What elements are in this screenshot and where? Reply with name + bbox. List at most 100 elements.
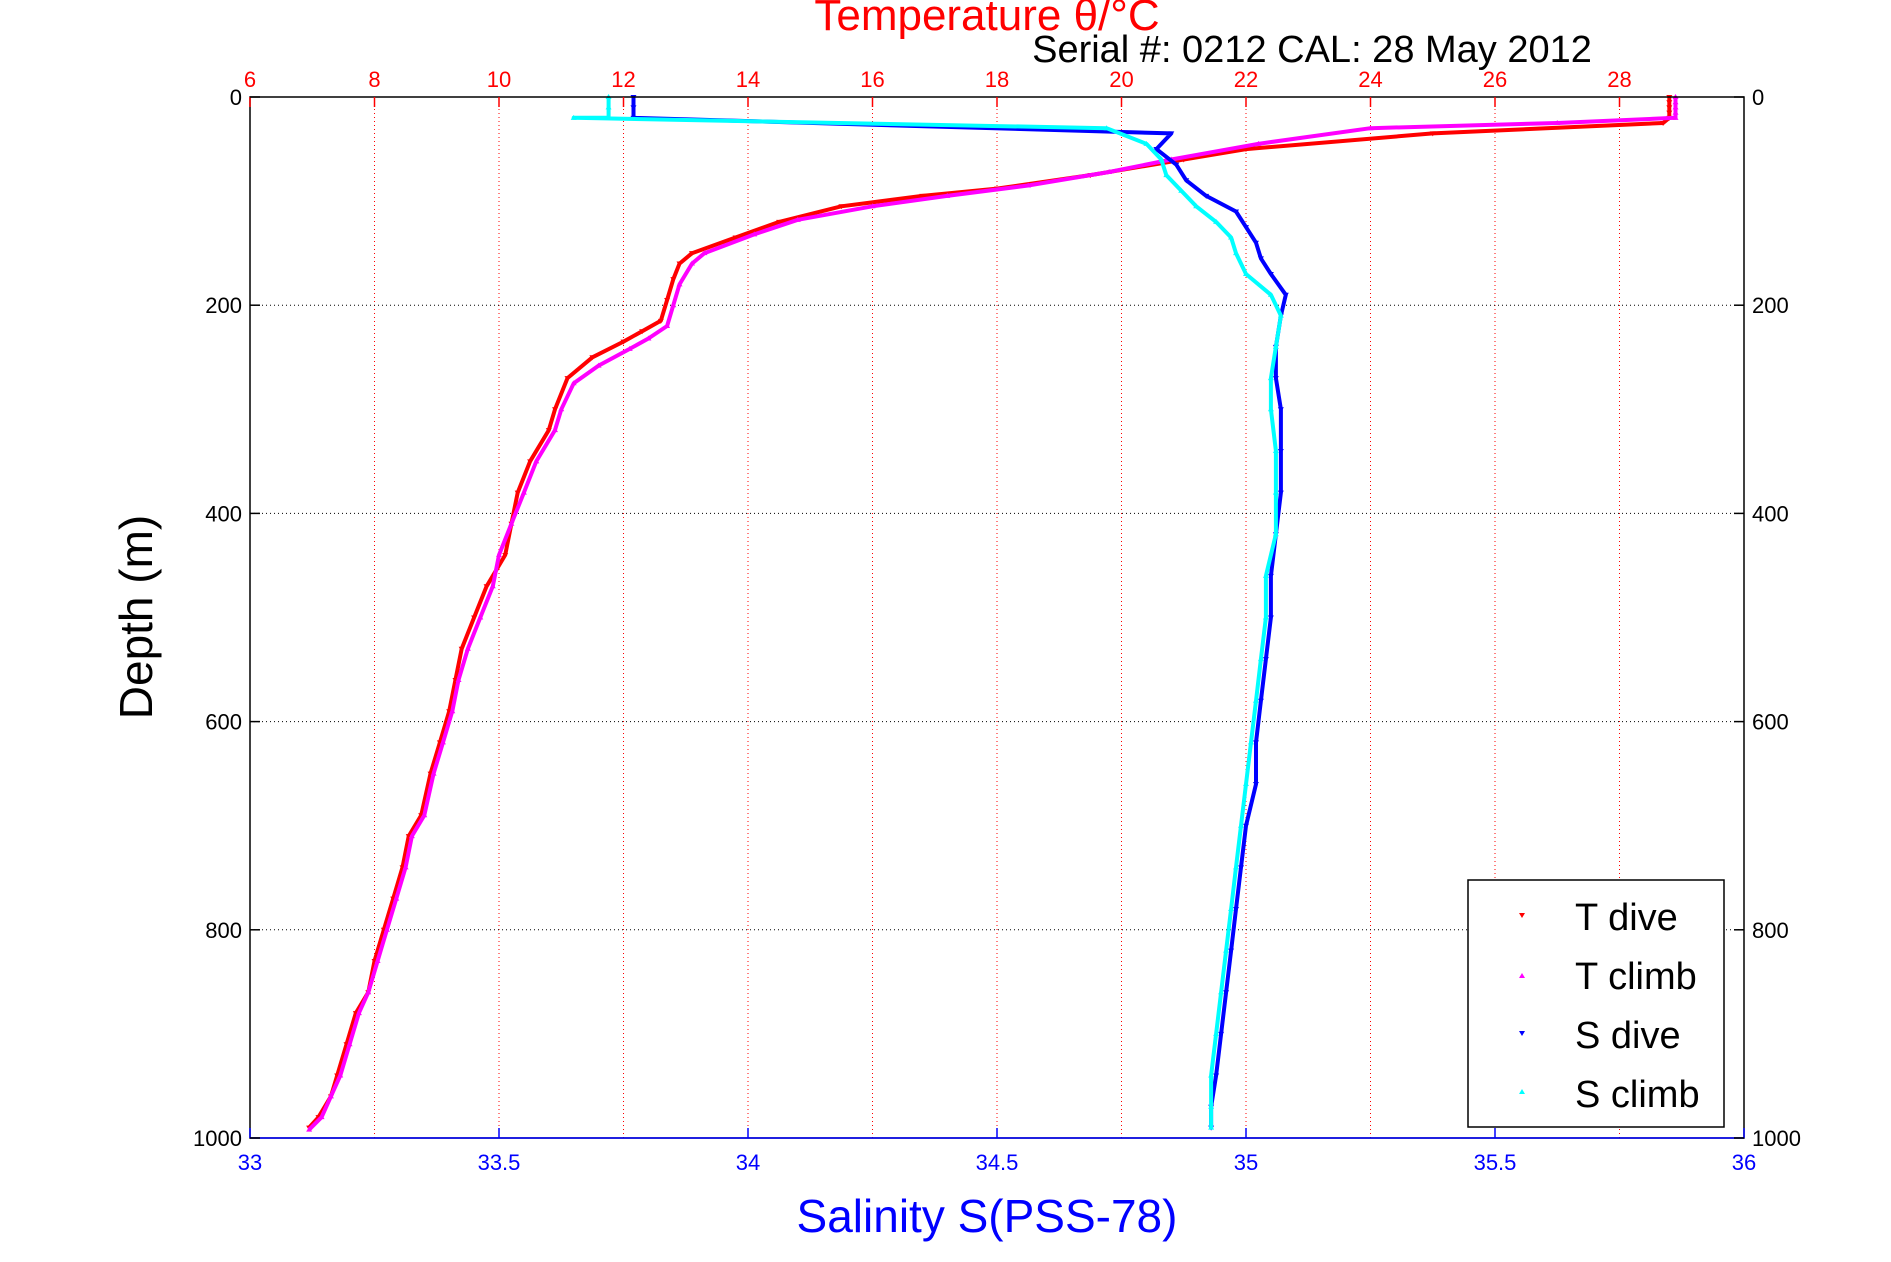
point-t-climb-16 — [688, 260, 695, 266]
point-s-dive-9 — [1243, 225, 1249, 231]
data-series — [306, 94, 1679, 1132]
x-axis-label-salinity: Salinity S(PSS-78) — [797, 1190, 1178, 1242]
series-s-climb — [570, 94, 1284, 1130]
point-s-climb-29 — [1233, 864, 1240, 870]
point-t-climb-47 — [327, 1093, 334, 1099]
point-s-climb-21 — [1272, 531, 1279, 537]
point-s-dive-28 — [1238, 865, 1245, 871]
depth-tick-label-left-4: 800 — [205, 918, 242, 943]
salinity-tick-label-6: 36 — [1732, 1150, 1756, 1175]
depth-tick-label-right-2: 400 — [1752, 501, 1789, 526]
series-line-s-dive — [631, 97, 1288, 1128]
point-t-climb-3 — [1672, 109, 1679, 115]
point-s-climb-15 — [1277, 312, 1284, 318]
point-t-climb-25 — [552, 427, 559, 433]
point-t-climb-33 — [455, 676, 462, 682]
point-s-dive-25 — [1252, 740, 1259, 746]
point-t-climb-35 — [439, 739, 446, 745]
point-t-climb-41 — [383, 926, 390, 932]
point-s-dive-32 — [1218, 1031, 1225, 1037]
point-t-climb-49 — [306, 1126, 313, 1132]
point-t-climb-40 — [393, 895, 400, 901]
salinity-tick-label-0: 33 — [238, 1150, 262, 1175]
point-s-climb-36 — [1208, 1124, 1215, 1130]
point-s-dive-30 — [1228, 948, 1235, 954]
point-s-climb-2 — [605, 114, 612, 120]
point-t-dive-19 — [657, 318, 664, 324]
point-t-dive-2 — [1666, 105, 1673, 111]
point-s-climb-30 — [1228, 905, 1235, 911]
point-t-climb-37 — [421, 812, 428, 818]
depth-tick-label-left-0: 0 — [230, 85, 242, 110]
point-s-dive-31 — [1223, 990, 1230, 996]
point-s-climb-11 — [1228, 234, 1235, 240]
point-s-dive-24 — [1257, 698, 1264, 704]
point-t-climb-26 — [533, 458, 540, 464]
point-t-climb-28 — [508, 520, 515, 526]
point-s-climb-26 — [1247, 739, 1254, 745]
legend-marker-s-climb — [1519, 1089, 1525, 1094]
point-t-dive-30 — [483, 584, 490, 590]
point-t-climb-43 — [365, 989, 372, 995]
point-t-dive-1 — [1666, 100, 1673, 106]
point-s-climb-33 — [1213, 1030, 1220, 1036]
point-t-dive-31 — [471, 615, 478, 621]
legend-marker-t-climb — [1519, 973, 1525, 978]
point-s-dive-6 — [1183, 178, 1190, 184]
point-s-dive-5 — [1173, 162, 1180, 168]
point-t-dive-29 — [502, 553, 509, 559]
point-s-climb-17 — [1267, 375, 1274, 381]
salinity-tick-label-4: 35 — [1234, 1150, 1258, 1175]
point-s-climb-10 — [1213, 218, 1220, 224]
point-t-climb-4 — [1672, 114, 1679, 120]
point-t-climb-19 — [664, 323, 671, 329]
point-t-climb-18 — [670, 302, 677, 308]
point-t-dive-32 — [458, 646, 465, 652]
point-t-climb-34 — [449, 708, 456, 714]
point-s-dive-10 — [1252, 240, 1259, 246]
temperature-tick-label-8: 22 — [1234, 67, 1258, 92]
depth-tick-label-left-2: 400 — [205, 501, 242, 526]
legend-label-s-dive: S dive — [1575, 1015, 1681, 1057]
point-s-climb-13 — [1243, 270, 1249, 276]
point-t-dive-12 — [838, 204, 845, 210]
point-s-climb-20 — [1272, 489, 1279, 495]
point-t-climb-6 — [1367, 125, 1374, 131]
point-t-dive-24 — [552, 407, 559, 413]
point-s-climb-22 — [1262, 572, 1269, 578]
point-t-climb-44 — [355, 1010, 362, 1016]
point-s-climb-14 — [1267, 291, 1274, 297]
point-t-climb-39 — [402, 864, 409, 870]
point-t-climb-7 — [1255, 140, 1262, 146]
point-s-dive-18 — [1277, 448, 1284, 454]
point-t-climb-46 — [337, 1072, 344, 1078]
salinity-tick-label-5: 35.5 — [1474, 1150, 1517, 1175]
temperature-tick-label-2: 10 — [487, 67, 511, 92]
point-s-dive-23 — [1262, 657, 1269, 663]
point-s-dive-17 — [1277, 407, 1284, 413]
point-s-climb-31 — [1223, 947, 1230, 953]
y-axis-label: Depth (m) — [110, 515, 162, 719]
point-s-climb-3 — [570, 114, 577, 120]
point-s-dive-16 — [1272, 376, 1279, 382]
point-t-climb-24 — [558, 406, 565, 412]
grid-lines — [249, 97, 1744, 1138]
point-t-climb-29 — [496, 552, 502, 558]
point-s-climb-16 — [1272, 343, 1279, 349]
point-t-climb-23 — [570, 380, 577, 386]
point-s-dive-1 — [630, 105, 637, 111]
temperature-tick-label-6: 18 — [985, 67, 1009, 92]
point-s-climb-27 — [1243, 781, 1249, 787]
depth-tick-label-right-5: 1000 — [1752, 1126, 1801, 1151]
point-s-climb-19 — [1272, 447, 1279, 453]
point-t-climb-13 — [794, 216, 801, 222]
point-t-dive-18 — [664, 297, 671, 303]
temperature-tick-label-7: 20 — [1109, 67, 1133, 92]
point-t-climb-9 — [1106, 168, 1113, 174]
salinity-tick-label-1: 33.5 — [478, 1150, 521, 1175]
point-s-dive-8 — [1233, 209, 1240, 215]
depth-tick-label-left-3: 600 — [205, 710, 242, 735]
point-s-climb-4 — [1103, 125, 1110, 131]
point-s-climb-12 — [1233, 250, 1240, 256]
